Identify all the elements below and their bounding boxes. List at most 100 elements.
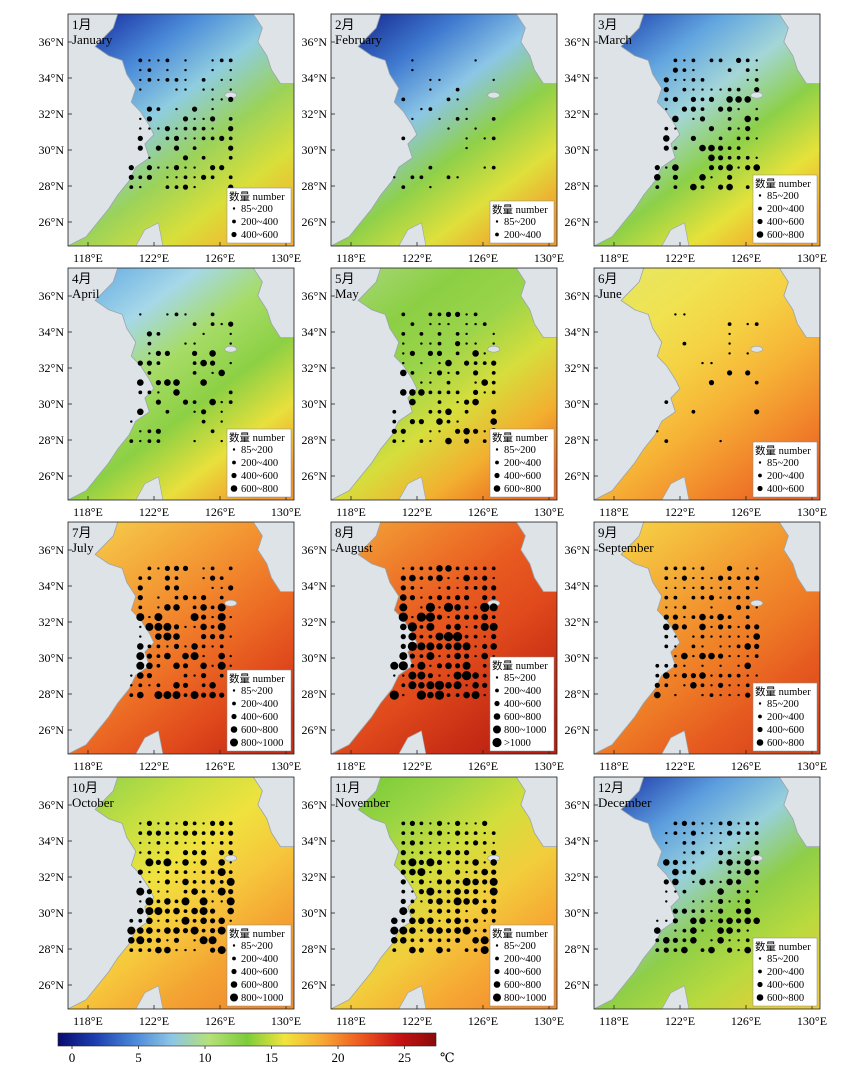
station-dot bbox=[663, 87, 669, 93]
station-dot bbox=[674, 313, 677, 316]
station-dot bbox=[491, 898, 497, 905]
taiwan-land bbox=[398, 476, 427, 500]
station-dot bbox=[193, 674, 196, 677]
station-dot bbox=[419, 821, 424, 826]
station-dot bbox=[202, 88, 205, 91]
station-dot bbox=[157, 919, 160, 922]
station-dot bbox=[718, 682, 724, 688]
station-dot bbox=[464, 634, 469, 639]
station-dot bbox=[175, 948, 178, 952]
station-dot bbox=[173, 633, 180, 640]
station-dot bbox=[155, 937, 161, 943]
station-dot bbox=[727, 625, 732, 629]
station-dot bbox=[682, 341, 687, 346]
legend-dot bbox=[232, 956, 236, 961]
station-dot bbox=[718, 184, 724, 190]
station-dot bbox=[420, 361, 423, 365]
station-dot bbox=[427, 575, 433, 581]
station-dot bbox=[681, 624, 688, 630]
station-dot bbox=[419, 175, 424, 180]
station-dot bbox=[672, 908, 679, 914]
legend-item-label: 400~600 bbox=[767, 217, 804, 228]
station-dot bbox=[193, 410, 196, 413]
lat-tick-label: 36°N bbox=[302, 798, 328, 812]
station-dot bbox=[464, 438, 470, 444]
station-dot bbox=[219, 644, 224, 649]
station-dot bbox=[201, 126, 206, 131]
station-dot bbox=[474, 654, 477, 658]
station-dot bbox=[229, 654, 232, 658]
station-dot bbox=[482, 841, 487, 845]
station-dot bbox=[672, 115, 679, 123]
station-dot bbox=[728, 352, 731, 355]
station-dot bbox=[420, 606, 423, 609]
station-dot bbox=[447, 841, 450, 845]
station-dot bbox=[445, 682, 452, 689]
station-dot bbox=[157, 880, 160, 884]
station-dot bbox=[447, 576, 450, 580]
station-dot bbox=[411, 615, 414, 619]
station-dot bbox=[465, 332, 468, 336]
station-dot bbox=[392, 948, 397, 952]
station-dot bbox=[728, 332, 731, 336]
station-dot bbox=[211, 59, 214, 62]
station-dot bbox=[736, 908, 742, 914]
station-dot bbox=[672, 96, 679, 102]
station-dot bbox=[174, 831, 179, 835]
station-dot bbox=[692, 88, 695, 91]
station-dot bbox=[683, 615, 686, 619]
station-dot bbox=[446, 899, 451, 904]
lat-tick-label: 28°N bbox=[39, 433, 65, 447]
station-dot bbox=[708, 652, 715, 660]
station-dot bbox=[438, 586, 441, 590]
station-dot bbox=[710, 576, 713, 580]
station-dot bbox=[681, 908, 688, 914]
station-dots bbox=[654, 565, 760, 699]
korea-land bbox=[515, 268, 557, 339]
station-dot bbox=[745, 821, 750, 826]
station-dot bbox=[690, 927, 697, 934]
legend-dot bbox=[232, 219, 236, 224]
station-dot bbox=[156, 899, 161, 904]
station-dot bbox=[200, 604, 207, 611]
lon-tick-label: 122°E bbox=[139, 1014, 169, 1028]
station-dot bbox=[455, 820, 461, 827]
station-dot bbox=[726, 927, 733, 934]
station-dot bbox=[402, 567, 405, 570]
station-dot bbox=[710, 939, 713, 942]
station-dot bbox=[164, 379, 171, 386]
lat-tick-label: 30°N bbox=[302, 651, 328, 665]
station-dot bbox=[148, 127, 151, 130]
station-dot bbox=[183, 175, 188, 180]
station-dot bbox=[401, 841, 406, 845]
station-dot bbox=[691, 909, 696, 913]
legend-item-label: 200~400 bbox=[241, 954, 278, 965]
station-dot bbox=[664, 97, 669, 102]
station-dot bbox=[454, 927, 461, 934]
station-dot bbox=[217, 622, 226, 631]
lon-tick-label: 126°E bbox=[205, 505, 235, 519]
station-dot bbox=[437, 850, 442, 855]
month-label-en: September bbox=[598, 540, 654, 555]
lat-tick-label: 34°N bbox=[39, 325, 65, 339]
station-dot bbox=[464, 918, 469, 923]
station-dot bbox=[218, 917, 225, 925]
china-coast-land bbox=[594, 14, 681, 246]
station-dot bbox=[726, 164, 733, 171]
station-dot bbox=[429, 371, 432, 375]
station-dot bbox=[418, 389, 425, 396]
lat-tick-label: 32°N bbox=[39, 107, 65, 121]
legend-dot bbox=[494, 968, 500, 975]
station-dot bbox=[445, 662, 452, 670]
station-dot bbox=[474, 59, 477, 62]
station-dot bbox=[128, 937, 135, 944]
station-dot bbox=[139, 851, 142, 854]
station-dot bbox=[146, 653, 152, 659]
station-dot bbox=[425, 612, 435, 622]
legend-dot bbox=[232, 460, 236, 465]
island bbox=[750, 91, 764, 99]
station-dot bbox=[155, 350, 161, 356]
station-dot bbox=[474, 322, 477, 326]
station-dot bbox=[718, 850, 724, 856]
station-dot bbox=[701, 831, 704, 835]
